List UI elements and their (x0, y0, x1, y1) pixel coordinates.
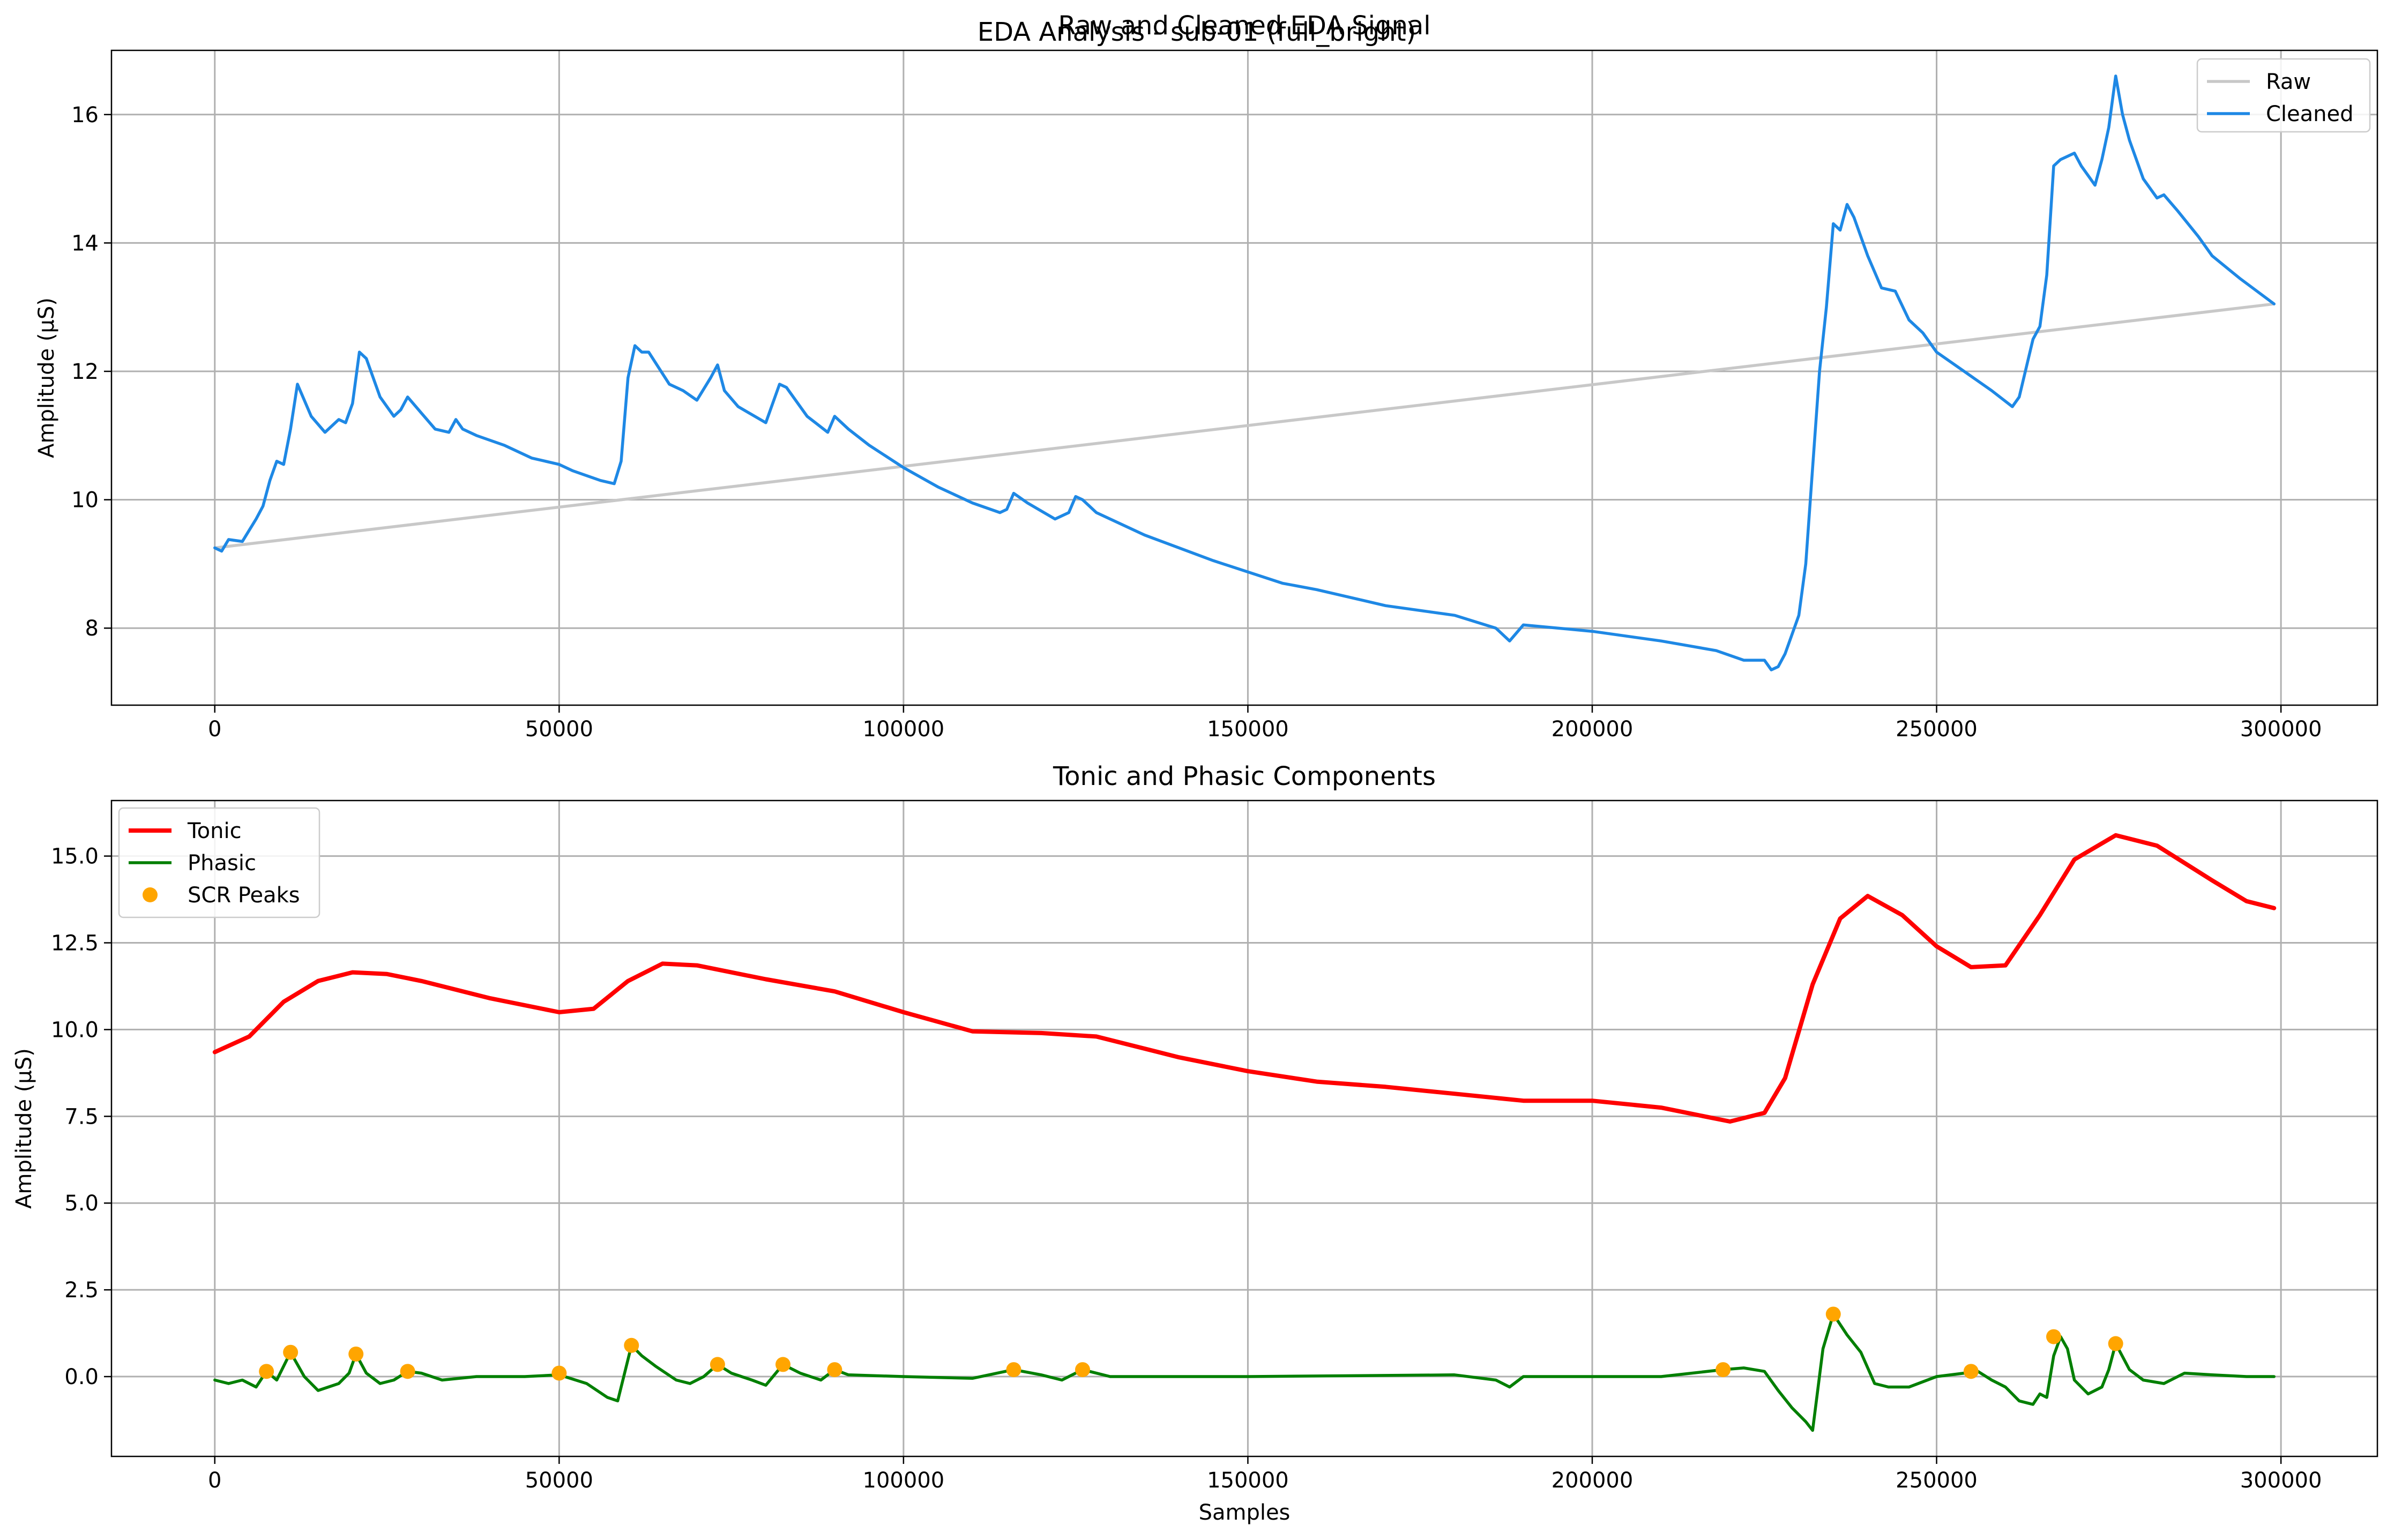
x-tick-label: 50000 (525, 1468, 593, 1493)
x-tick-label: 250000 (1896, 1468, 1978, 1493)
phasic-line (213, 1312, 2276, 1432)
y-tick-label: 8 (85, 616, 99, 641)
axes-frame-tonic-phasic (110, 799, 2378, 1457)
y-tick-label: 14 (71, 231, 99, 256)
grid-raw-cleaned (111, 50, 2377, 705)
scr-peak-point (1006, 1362, 1021, 1378)
yticks-tonic-phasic: 0.0 2.5 5.0 7.5 10.0 12.5 15.0 (51, 844, 111, 1389)
tonic-line (212, 833, 2277, 1124)
x-tick-label: 200000 (1552, 717, 1634, 742)
yticks-raw-cleaned: 8 10 12 14 16 (71, 103, 111, 641)
scr-peak-point (283, 1344, 299, 1360)
scr-peak-point (551, 1365, 567, 1381)
axes-frame-raw-cleaned (110, 49, 2378, 706)
scr-peak-point (710, 1357, 725, 1372)
legend-label-scr-peaks: SCR Peaks (188, 883, 300, 908)
x-tick-label: 300000 (2240, 1468, 2322, 1493)
y-tick-label: 0.0 (64, 1365, 99, 1389)
legend-swatch-scr-peaks (143, 887, 158, 902)
x-tick-label: 100000 (863, 717, 945, 742)
scr-peak-point (2108, 1336, 2123, 1351)
y-tick-label: 10 (71, 488, 99, 513)
y-tick-label: 15.0 (51, 844, 99, 869)
scr-peak-point (259, 1364, 274, 1379)
scr-peak-point (827, 1362, 842, 1378)
y-tick-label: 12.5 (51, 931, 99, 956)
scr-peak-point (1075, 1362, 1090, 1378)
legend-label-cleaned: Cleaned (2266, 102, 2354, 126)
series-tonic-phasic (212, 833, 2277, 1432)
scr-peak-point (400, 1364, 415, 1379)
legend-box (118, 807, 320, 918)
xticks-raw-cleaned: 0 50000 100000 150000 200000 250000 300000 (208, 705, 2322, 742)
y-tick-label: 12 (71, 360, 99, 384)
y-axis-label-tonic-phasic: Amplitude (µS) (12, 1048, 36, 1209)
x-tick-label: 150000 (1207, 717, 1289, 742)
subplot-raw-cleaned: 0 50000 100000 150000 200000 250000 300000 8 10… (34, 11, 2378, 742)
x-tick-label: 100000 (863, 1468, 945, 1493)
y-axis-label-raw-cleaned: Amplitude (µS) (34, 297, 59, 458)
x-tick-label: 150000 (1207, 1468, 1289, 1493)
legend-label-raw: Raw (2266, 70, 2311, 94)
xticks-tonic-phasic: 0 50000 100000 150000 200000 250000 300000 (208, 1456, 2322, 1493)
y-tick-label: 16 (71, 103, 99, 128)
y-tick-label: 10.0 (51, 1018, 99, 1042)
x-tick-label: 50000 (525, 717, 593, 742)
legend-label-tonic: Tonic (187, 819, 242, 843)
legend-tonic-phasic: Tonic Phasic SCR Peaks (118, 807, 320, 918)
subplot-tonic-phasic: 0 50000 100000 150000 200000 250000 300000 0.0… (12, 761, 2378, 1525)
cleaned-line (213, 74, 2276, 671)
scr-peak-point (348, 1346, 364, 1362)
scr-peak-point (1963, 1364, 1979, 1379)
series-raw-cleaned (213, 74, 2276, 671)
scr-peak-point (1716, 1362, 1731, 1378)
x-tick-label: 300000 (2240, 717, 2322, 742)
x-tick-label: 250000 (1896, 717, 1978, 742)
figure-suptitle: EDA Analysis - sub-01 (full_bright) (978, 17, 1416, 47)
subplot-title-raw-cleaned: Raw and Cleaned EDA Signal (1058, 11, 1430, 41)
scr-peak-point (775, 1357, 790, 1372)
x-tick-label: 0 (208, 717, 221, 742)
x-tick-label: 200000 (1552, 1468, 1634, 1493)
y-tick-label: 7.5 (64, 1104, 99, 1129)
scr-peak-point (624, 1337, 639, 1353)
y-tick-label: 2.5 (64, 1278, 99, 1303)
y-tick-label: 5.0 (64, 1191, 99, 1216)
x-tick-label: 0 (208, 1468, 221, 1493)
scr-peak-point (2046, 1329, 2061, 1344)
legend-label-phasic: Phasic (188, 851, 256, 876)
x-axis-label-tonic-phasic: Samples (1199, 1500, 1291, 1525)
scr-peak-point (1825, 1306, 1841, 1322)
legend-raw-cleaned: Raw Cleaned (2196, 58, 2371, 133)
subplot-title-tonic-phasic: Tonic and Phasic Components (1053, 761, 1436, 791)
